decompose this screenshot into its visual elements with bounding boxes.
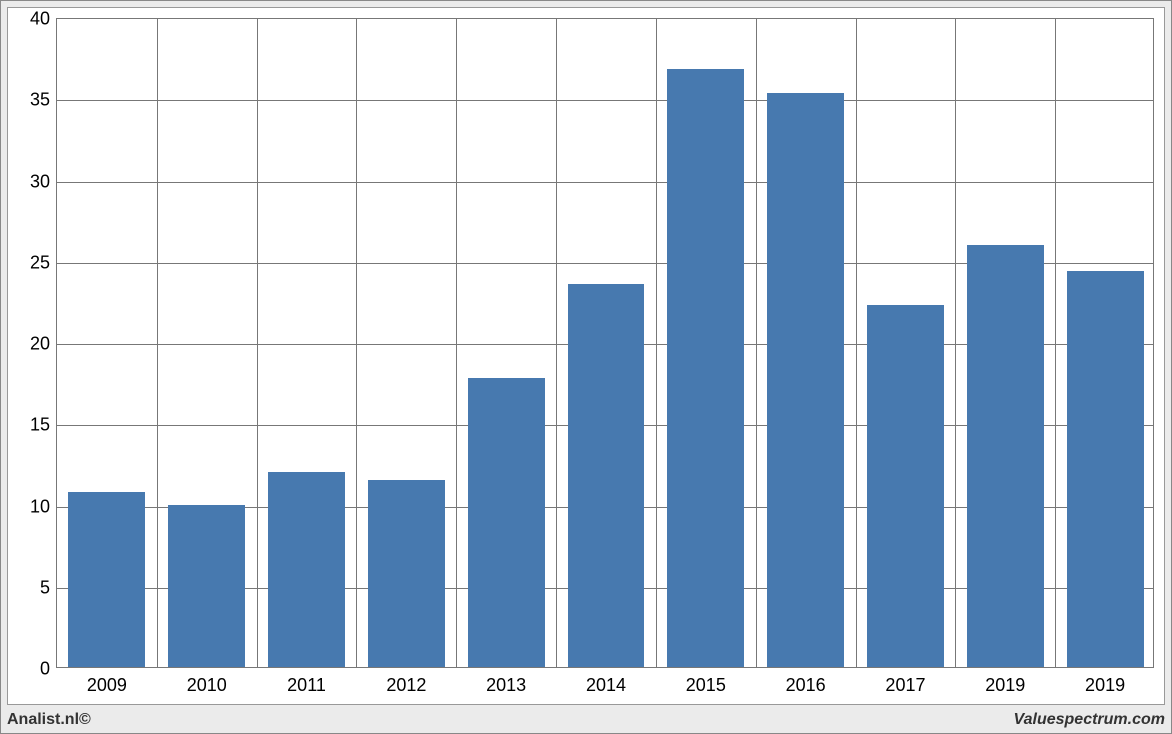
plot-area — [56, 18, 1154, 668]
footer-right-text: Valuespectrum.com — [1014, 711, 1165, 729]
x-tick-label: 2019 — [985, 675, 1025, 696]
x-tick-label: 2011 — [287, 675, 326, 696]
bar — [767, 93, 844, 667]
x-tick-label: 2010 — [187, 675, 227, 696]
bar — [967, 245, 1044, 668]
y-tick-label: 20 — [8, 334, 50, 355]
chart-container: 0 5 10 15 20 25 30 35 40 2009 2010 2011 2012 2013 201… — [0, 0, 1172, 734]
bar — [867, 305, 944, 667]
x-tick-label: 2016 — [786, 675, 826, 696]
bar — [268, 472, 345, 667]
grid-line-vertical — [556, 19, 557, 667]
x-tick-label: 2009 — [87, 675, 127, 696]
y-tick-label: 40 — [8, 9, 50, 30]
footer-left-text: Analist.nl© — [7, 711, 91, 729]
x-tick-label: 2017 — [885, 675, 925, 696]
grid-line-vertical — [955, 19, 956, 667]
y-tick-label: 15 — [8, 415, 50, 436]
grid-line-vertical — [456, 19, 457, 667]
bar — [667, 69, 744, 667]
bar — [368, 480, 445, 667]
y-tick-label: 35 — [8, 90, 50, 111]
x-tick-label: 2012 — [386, 675, 426, 696]
bar — [568, 284, 645, 668]
chart-panel: 0 5 10 15 20 25 30 35 40 2009 2010 2011 2012 2013 201… — [7, 7, 1165, 705]
grid-line-vertical — [656, 19, 657, 667]
y-tick-label: 5 — [8, 577, 50, 598]
x-tick-label: 2019 — [1085, 675, 1125, 696]
grid-line-vertical — [1055, 19, 1056, 667]
x-tick-label: 2014 — [586, 675, 626, 696]
grid-line-vertical — [756, 19, 757, 667]
bar — [1067, 271, 1144, 668]
y-tick-label: 25 — [8, 252, 50, 273]
y-tick-label: 0 — [8, 659, 50, 680]
y-tick-label: 10 — [8, 496, 50, 517]
x-tick-label: 2013 — [486, 675, 526, 696]
grid-line-vertical — [856, 19, 857, 667]
x-tick-label: 2015 — [686, 675, 726, 696]
bar — [468, 378, 545, 667]
grid-line-horizontal — [57, 182, 1153, 183]
grid-line-vertical — [157, 19, 158, 667]
bar — [168, 505, 245, 668]
grid-line-vertical — [356, 19, 357, 667]
grid-line-horizontal — [57, 100, 1153, 101]
grid-line-vertical — [257, 19, 258, 667]
y-tick-label: 30 — [8, 171, 50, 192]
bar — [68, 492, 145, 668]
